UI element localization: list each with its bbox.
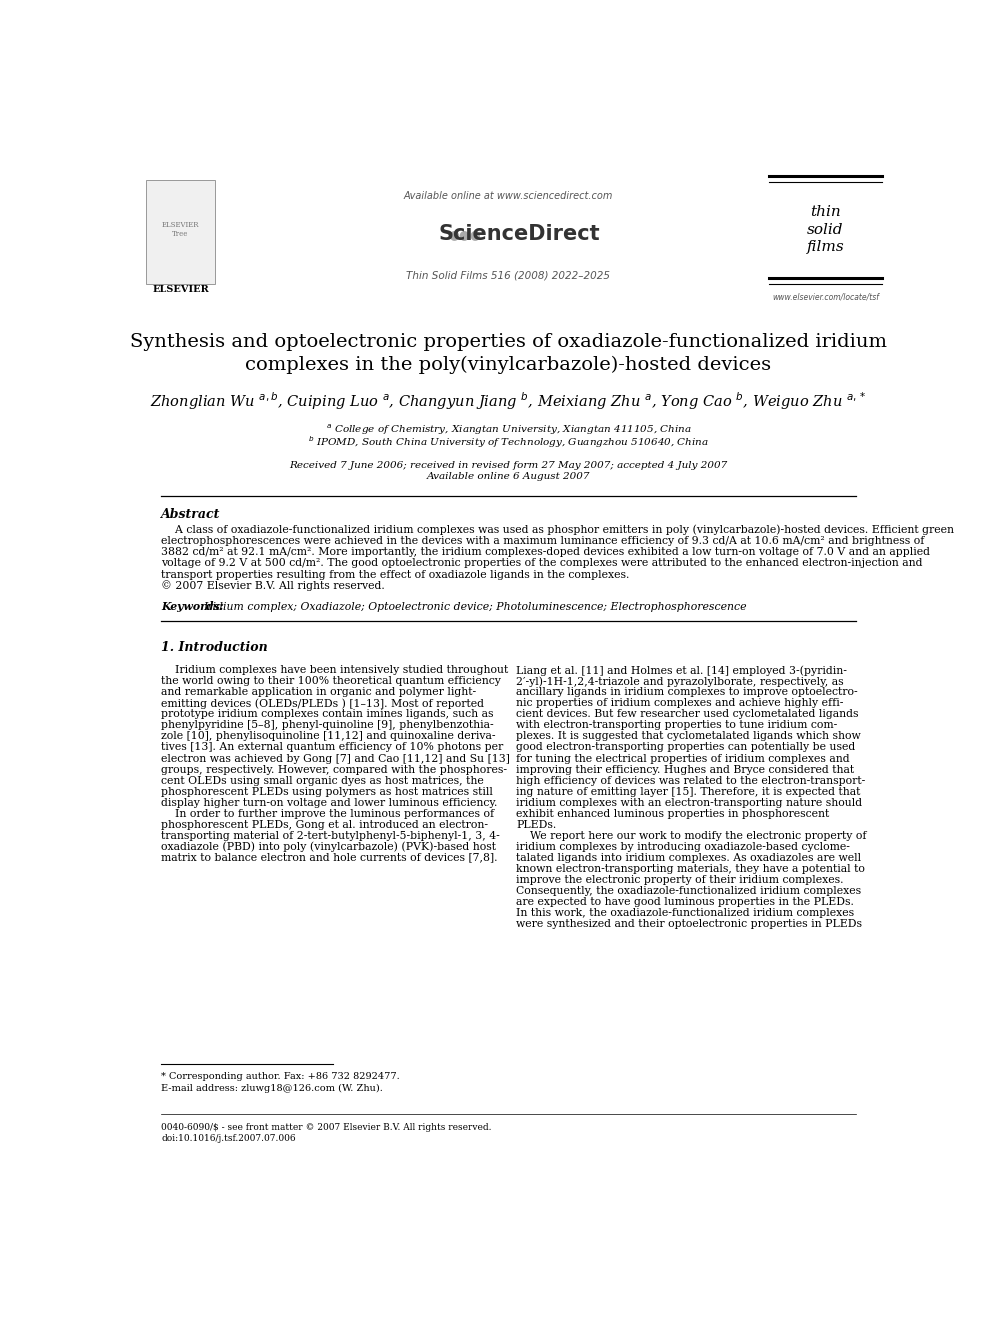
Text: ing nature of emitting layer [15]. Therefore, it is expected that: ing nature of emitting layer [15]. There…: [516, 787, 860, 796]
Text: doi:10.1016/j.tsf.2007.07.006: doi:10.1016/j.tsf.2007.07.006: [161, 1134, 296, 1143]
Text: display higher turn-on voltage and lower luminous efficiency.: display higher turn-on voltage and lower…: [161, 798, 498, 807]
Text: Keywords:: Keywords:: [161, 602, 224, 613]
Text: PLEDs.: PLEDs.: [516, 819, 557, 830]
Text: prototype iridium complexes contain imines ligands, such as: prototype iridium complexes contain imin…: [161, 709, 494, 720]
Text: plexes. It is suggested that cyclometalated ligands which show: plexes. It is suggested that cyclometala…: [516, 732, 861, 741]
Text: $^{b}$ IPOMD, South China University of Technology, Guangzhou 510640, China: $^{b}$ IPOMD, South China University of …: [308, 434, 709, 450]
Text: Iridium complex; Oxadiazole; Optoelectronic device; Photoluminescence; Electroph: Iridium complex; Oxadiazole; Optoelectro…: [203, 602, 747, 613]
Text: 1. Introduction: 1. Introduction: [161, 642, 268, 654]
Text: emitting devices (OLEDs/PLEDs ) [1–13]. Most of reported: emitting devices (OLEDs/PLEDs ) [1–13]. …: [161, 699, 484, 709]
Text: talated ligands into iridium complexes. As oxadiazoles are well: talated ligands into iridium complexes. …: [516, 852, 861, 863]
Text: zole [10], phenylisoquinoline [11,12] and quinoxaline deriva-: zole [10], phenylisoquinoline [11,12] an…: [161, 732, 496, 741]
Text: improving their efficiency. Hughes and Bryce considered that: improving their efficiency. Hughes and B…: [516, 765, 854, 774]
Text: Liang et al. [11] and Holmes et al. [14] employed 3-(pyridin-: Liang et al. [11] and Holmes et al. [14]…: [516, 665, 847, 676]
Text: voltage of 9.2 V at 500 cd/m². The good optoelectronic properties of the complex: voltage of 9.2 V at 500 cd/m². The good …: [161, 558, 923, 569]
Text: Consequently, the oxadiazole-functionalized iridium complexes: Consequently, the oxadiazole-functionali…: [516, 885, 861, 896]
Text: high efficiency of devices was related to the electron-transport-: high efficiency of devices was related t…: [516, 775, 865, 786]
Text: tives [13]. An external quantum efficiency of 10% photons per: tives [13]. An external quantum efficien…: [161, 742, 504, 753]
Text: In this work, the oxadiazole-functionalized iridium complexes: In this work, the oxadiazole-functionali…: [516, 908, 854, 918]
Text: ScienceDirect: ScienceDirect: [438, 224, 600, 245]
Text: iridium complexes by introducing oxadiazole-based cyclome-: iridium complexes by introducing oxadiaz…: [516, 841, 850, 852]
Text: Thin Solid Films 516 (2008) 2022–2025: Thin Solid Films 516 (2008) 2022–2025: [407, 271, 610, 280]
Text: complexes in the poly(vinylcarbazole)-hosted devices: complexes in the poly(vinylcarbazole)-ho…: [245, 356, 772, 374]
Text: iridium complexes with an electron-transporting nature should: iridium complexes with an electron-trans…: [516, 798, 862, 807]
Text: ELSEVIER
Tree: ELSEVIER Tree: [162, 221, 199, 238]
Text: are expected to have good luminous properties in the PLEDs.: are expected to have good luminous prope…: [516, 897, 854, 906]
Text: 0040-6090/$ - see front matter © 2007 Elsevier B.V. All rights reserved.: 0040-6090/$ - see front matter © 2007 El…: [161, 1123, 492, 1132]
Text: thin
solid
films: thin solid films: [806, 205, 844, 254]
Text: nic properties of iridium complexes and achieve highly effi-: nic properties of iridium complexes and …: [516, 699, 843, 708]
Text: groups, respectively. However, compared with the phosphores-: groups, respectively. However, compared …: [161, 765, 507, 774]
Text: We report here our work to modify the electronic property of: We report here our work to modify the el…: [516, 831, 867, 840]
Text: Received 7 June 2006; received in revised form 27 May 2007; accepted 4 July 2007: Received 7 June 2006; received in revise…: [290, 460, 727, 470]
Text: good electron-transporting properties can potentially be used: good electron-transporting properties ca…: [516, 742, 855, 753]
Text: ancillary ligands in iridium complexes to improve optoelectro-: ancillary ligands in iridium complexes t…: [516, 688, 858, 697]
Text: electron was achieved by Gong [7] and Cao [11,12] and Su [13]: electron was achieved by Gong [7] and Ca…: [161, 754, 510, 763]
Text: cent OLEDs using small organic dyes as host matrices, the: cent OLEDs using small organic dyes as h…: [161, 775, 484, 786]
Text: * Corresponding author. Fax: +86 732 8292477.: * Corresponding author. Fax: +86 732 829…: [161, 1072, 400, 1081]
Text: were synthesized and their optoelectronic properties in PLEDs: were synthesized and their optoelectroni…: [516, 918, 862, 929]
Text: Available online 6 August 2007: Available online 6 August 2007: [427, 472, 590, 482]
Text: the world owing to their 100% theoretical quantum efficiency: the world owing to their 100% theoretica…: [161, 676, 501, 687]
Text: Iridium complexes have been intensively studied throughout: Iridium complexes have been intensively …: [161, 665, 509, 676]
Bar: [146, 180, 215, 283]
Text: oxadiazole (PBD) into poly (vinylcarbazole) (PVK)-based host: oxadiazole (PBD) into poly (vinylcarbazo…: [161, 841, 496, 852]
Text: matrix to balance electron and hole currents of devices [7,8].: matrix to balance electron and hole curr…: [161, 852, 498, 863]
Text: 2′-yl)-1H-1,2,4-triazole and pyrazolylborate, respectively, as: 2′-yl)-1H-1,2,4-triazole and pyrazolylbo…: [516, 676, 844, 687]
Text: $^{a}$ College of Chemistry, Xiangtan University, Xiangtan 411105, China: $^{a}$ College of Chemistry, Xiangtan Un…: [325, 422, 691, 437]
Text: electrophosphorescences were achieved in the devices with a maximum luminance ef: electrophosphorescences were achieved in…: [161, 536, 925, 546]
Text: ELSEVIER: ELSEVIER: [152, 286, 209, 294]
Text: phosphorescent PLEDs using polymers as host matrices still: phosphorescent PLEDs using polymers as h…: [161, 787, 493, 796]
Text: Abstract: Abstract: [161, 508, 220, 521]
Text: known electron-transporting materials, they have a potential to: known electron-transporting materials, t…: [516, 864, 865, 873]
Text: Synthesis and optoelectronic properties of oxadiazole-functionalized iridium: Synthesis and optoelectronic properties …: [130, 333, 887, 351]
Text: Available online at www.sciencedirect.com: Available online at www.sciencedirect.co…: [404, 191, 613, 201]
Text: Zhonglian Wu $^{a,b}$, Cuiping Luo $^{a}$, Changyun Jiang $^{b}$, Meixiang Zhu $: Zhonglian Wu $^{a,b}$, Cuiping Luo $^{a}…: [150, 390, 867, 413]
Text: with electron-transporting properties to tune iridium com-: with electron-transporting properties to…: [516, 721, 837, 730]
Text: phosphorescent PLEDs, Gong et al. introduced an electron-: phosphorescent PLEDs, Gong et al. introd…: [161, 819, 488, 830]
Text: In order to further improve the luminous performances of: In order to further improve the luminous…: [161, 808, 494, 819]
Text: transporting material of 2-tert-butylphenyl-5-biphenyl-1, 3, 4-: transporting material of 2-tert-butylphe…: [161, 831, 500, 840]
Text: A class of oxadiazole-functionalized iridium complexes was used as phosphor emit: A class of oxadiazole-functionalized iri…: [161, 525, 954, 536]
Text: www.elsevier.com/locate/tsf: www.elsevier.com/locate/tsf: [772, 292, 879, 302]
Text: and remarkable application in organic and polymer light-: and remarkable application in organic an…: [161, 688, 476, 697]
Text: cient devices. But few researcher used cyclometalated ligands: cient devices. But few researcher used c…: [516, 709, 859, 720]
Text: transport properties resulting from the effect of oxadiazole ligands in the comp: transport properties resulting from the …: [161, 570, 630, 579]
Text: ●●●: ●●●: [448, 228, 481, 241]
Text: for tuning the electrical properties of iridium complexes and: for tuning the electrical properties of …: [516, 754, 850, 763]
Text: phenylpyridine [5–8], phenyl-quinoline [9], phenylbenzothia-: phenylpyridine [5–8], phenyl-quinoline […: [161, 721, 494, 730]
Text: E-mail address: zluwg18@126.com (W. Zhu).: E-mail address: zluwg18@126.com (W. Zhu)…: [161, 1084, 383, 1093]
Text: improve the electronic property of their iridium complexes.: improve the electronic property of their…: [516, 875, 843, 885]
Text: exhibit enhanced luminous properties in phosphorescent: exhibit enhanced luminous properties in …: [516, 808, 829, 819]
Text: 3882 cd/m² at 92.1 mA/cm². More importantly, the iridium complexes-doped devices: 3882 cd/m² at 92.1 mA/cm². More importan…: [161, 548, 930, 557]
Text: © 2007 Elsevier B.V. All rights reserved.: © 2007 Elsevier B.V. All rights reserved…: [161, 581, 385, 591]
